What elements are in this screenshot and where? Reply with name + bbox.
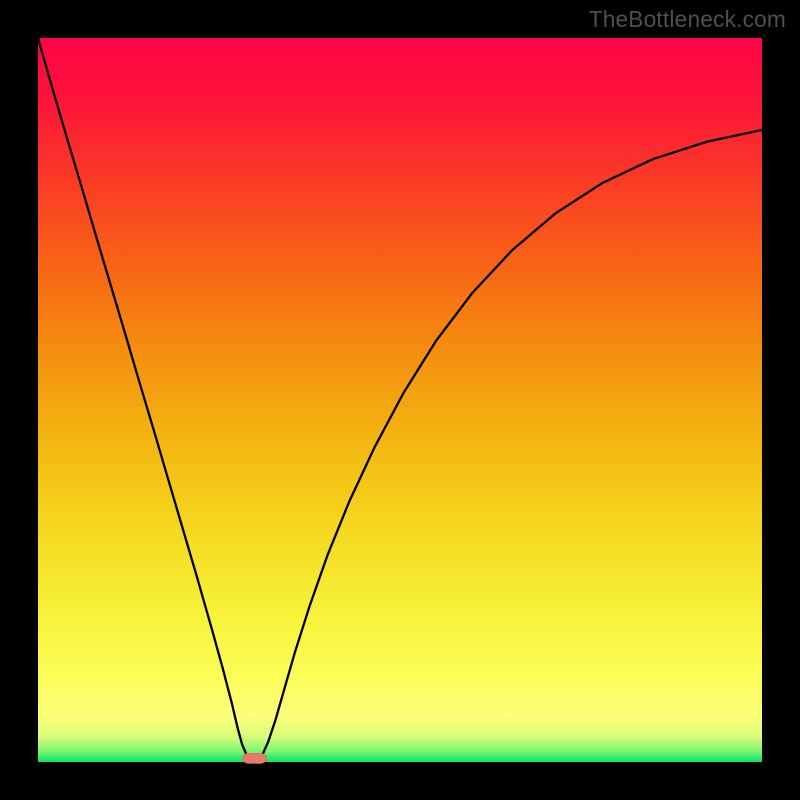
chart-svg: [0, 0, 800, 800]
bottleneck-chart: TheBottleneck.com: [0, 0, 800, 800]
min-point-marker: [242, 753, 267, 763]
